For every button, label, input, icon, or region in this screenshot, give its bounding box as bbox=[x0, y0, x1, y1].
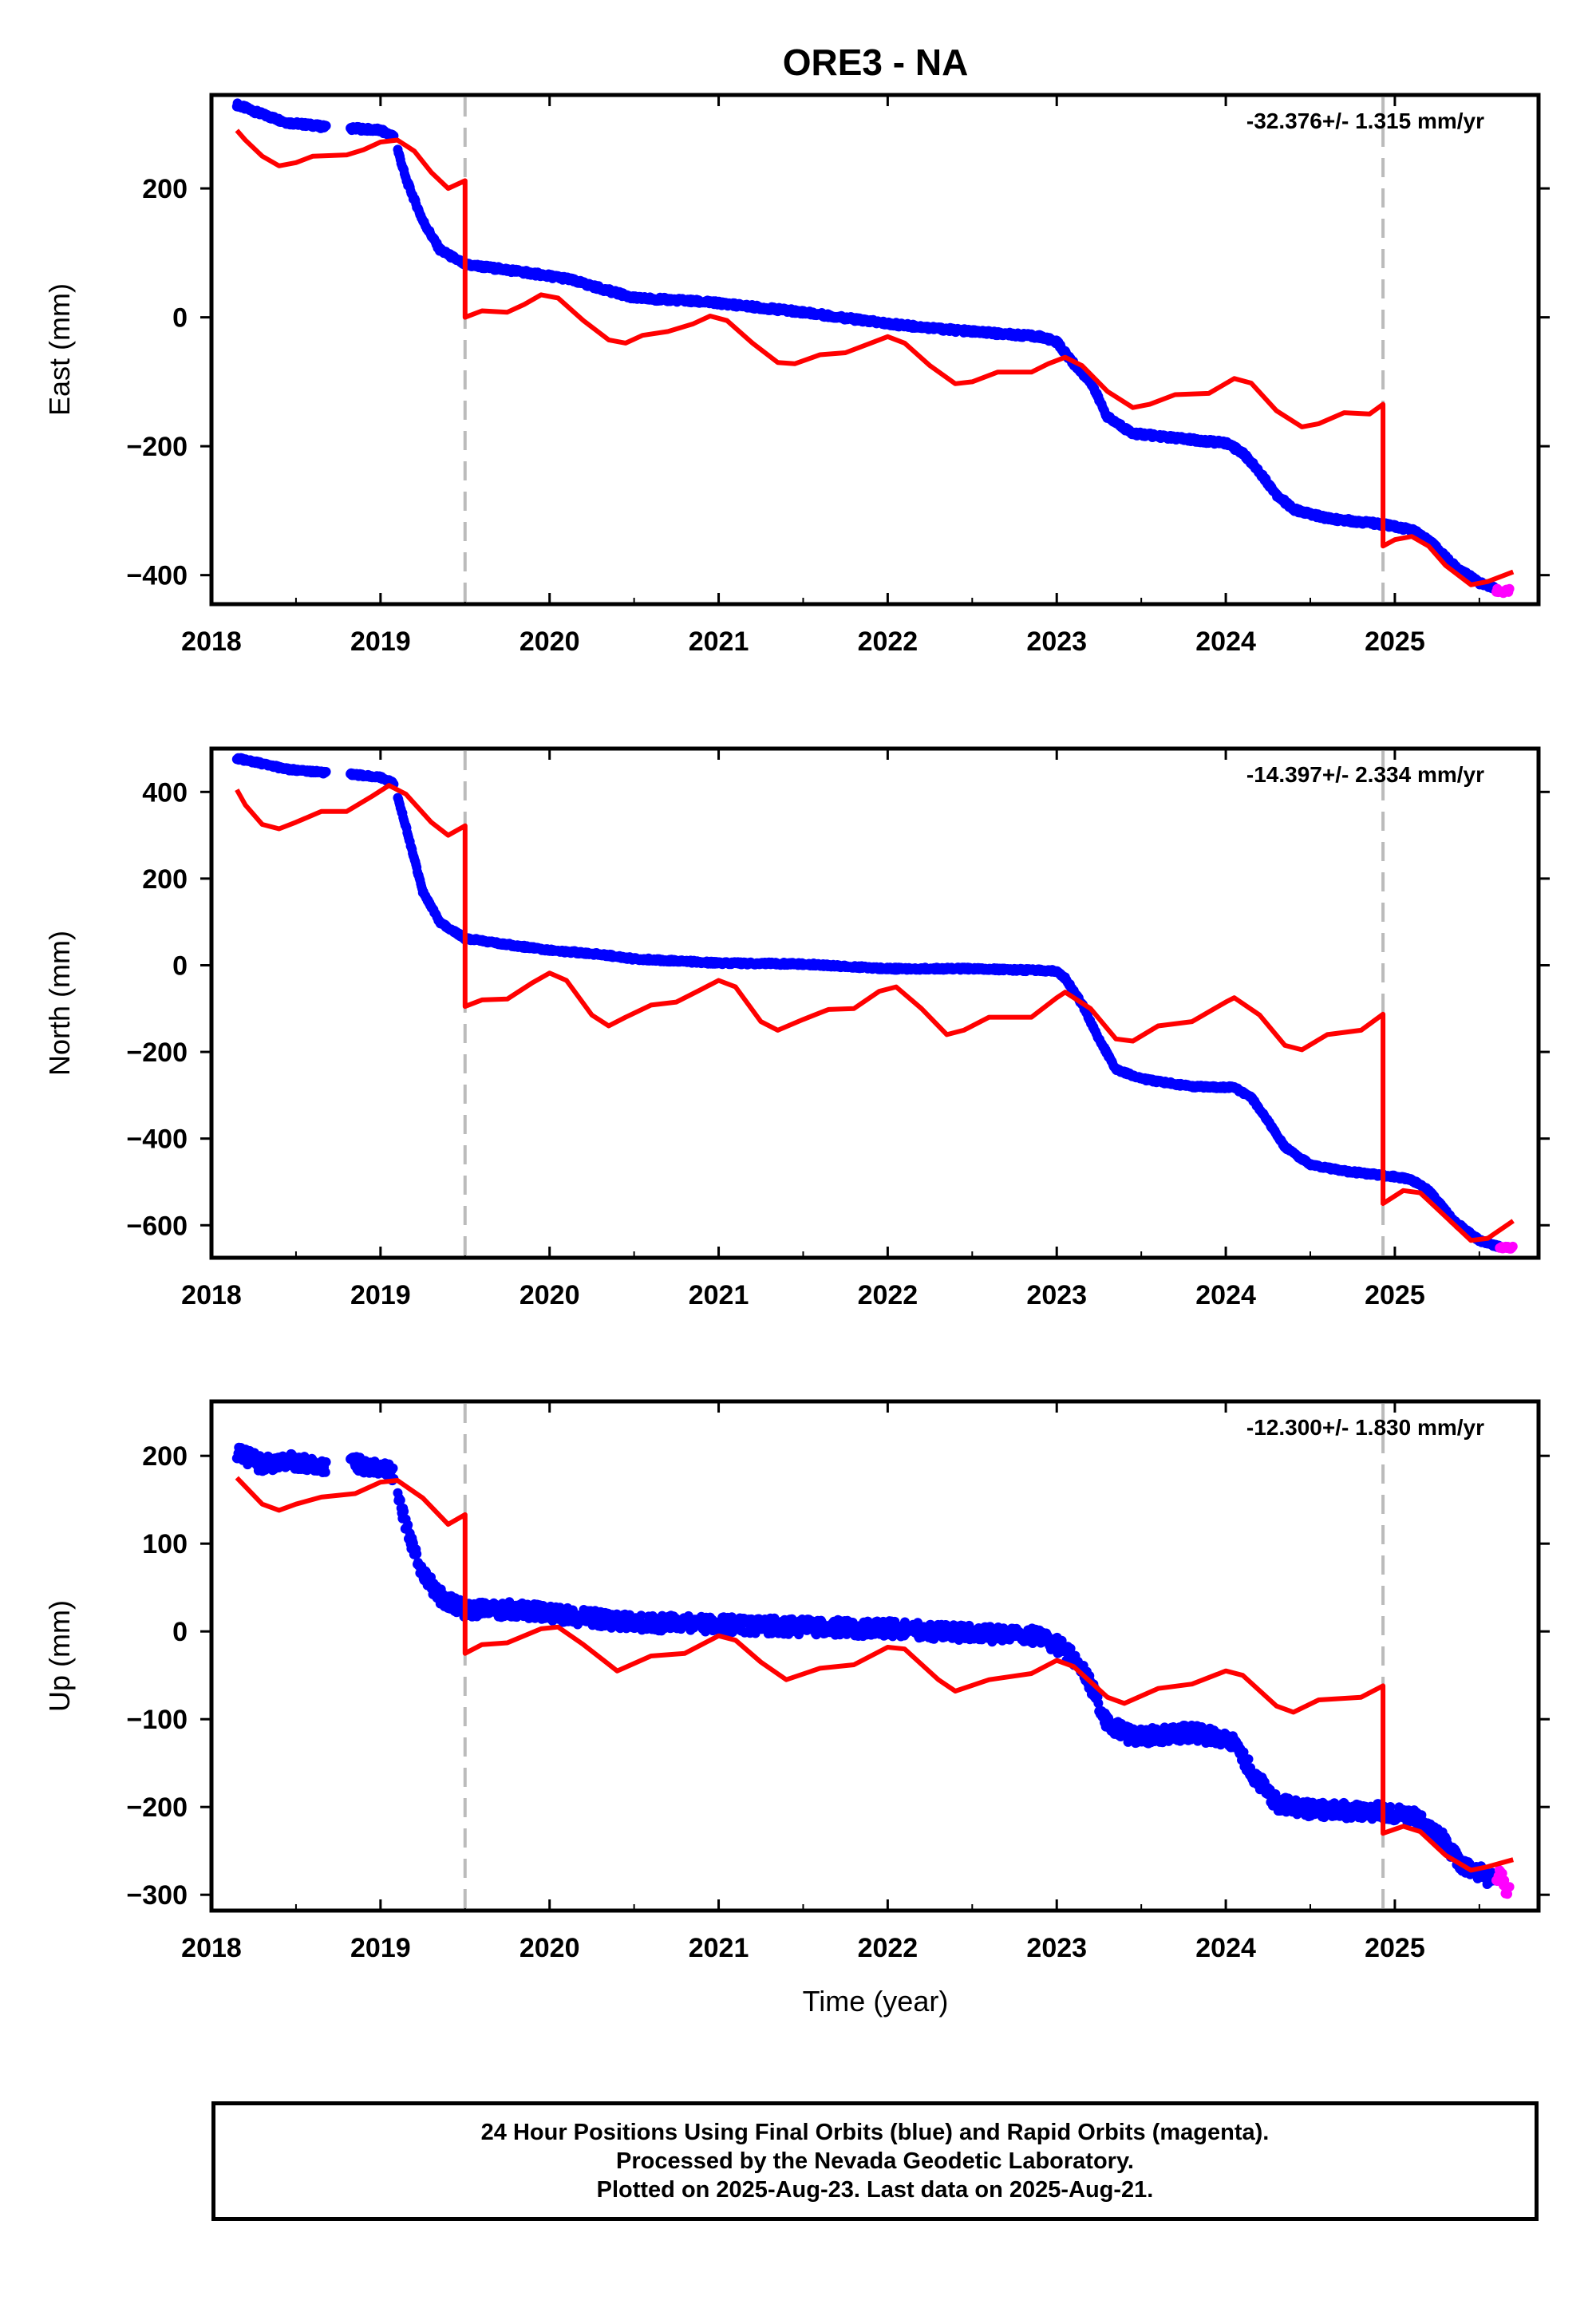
north-x-tick-label: 2020 bbox=[519, 1280, 580, 1310]
up-y-tick-label: −100 bbox=[126, 1705, 188, 1735]
north-x-tick-label: 2022 bbox=[858, 1280, 918, 1310]
east-rapid-point bbox=[1504, 583, 1515, 594]
north-final-orbits-series bbox=[231, 753, 1504, 1252]
north-y-tick-label: −600 bbox=[126, 1211, 188, 1241]
east-final-point bbox=[321, 121, 331, 131]
up-final-point bbox=[395, 1495, 405, 1505]
north-y-tick-label: −200 bbox=[126, 1037, 188, 1068]
up-final-point bbox=[412, 1549, 422, 1559]
north-x-tick-label: 2023 bbox=[1026, 1280, 1087, 1310]
up-y-tick-label: 100 bbox=[142, 1529, 188, 1559]
east-x-tick-label: 2019 bbox=[350, 626, 411, 657]
figure-title: ORE3 - NA bbox=[783, 41, 969, 83]
up-plot-frame bbox=[209, 1399, 1541, 1913]
east-y-tick-label: 200 bbox=[142, 174, 188, 204]
east-x-tick-label: 2025 bbox=[1365, 626, 1425, 657]
up-panel: 2018 2019 2020 2021 2022 2023 2024 2025 −300 −200… bbox=[43, 1399, 1550, 1963]
east-x-tick-label: 2020 bbox=[519, 626, 580, 657]
north-y-tick-label: 400 bbox=[142, 777, 188, 808]
north-rate-label: -14.397+/- 2.334 mm/yr bbox=[1246, 762, 1484, 787]
north-y-tick-label: 200 bbox=[142, 864, 188, 895]
up-x-tick-label: 2019 bbox=[350, 1933, 411, 1963]
east-rate-label: -32.376+/- 1.315 mm/yr bbox=[1246, 109, 1484, 133]
up-x-tick-label: 2022 bbox=[858, 1933, 918, 1963]
east-y-axis-label: East (mm) bbox=[43, 283, 76, 416]
north-panel: 2018 2019 2020 2021 2022 2023 2024 2025 −600 −400… bbox=[43, 746, 1550, 1310]
up-y-tick-label: −200 bbox=[126, 1792, 188, 1823]
east-x-tick-label: 2018 bbox=[181, 626, 242, 657]
up-x-tick-label: 2024 bbox=[1195, 1933, 1256, 1963]
north-x-tick-label: 2018 bbox=[181, 1280, 242, 1310]
east-plot-frame bbox=[209, 93, 1541, 607]
north-model-line bbox=[235, 783, 1515, 1243]
east-x-tick-label: 2024 bbox=[1195, 626, 1256, 657]
north-y-axis-label: North (mm) bbox=[43, 931, 76, 1076]
north-rapid-point bbox=[1507, 1241, 1518, 1251]
north-y-tick-label: −400 bbox=[126, 1124, 188, 1155]
up-final-point bbox=[636, 1611, 646, 1621]
up-y-tick-label: 0 bbox=[172, 1617, 188, 1647]
up-final-point bbox=[321, 1457, 331, 1467]
north-x-tick-label: 2024 bbox=[1195, 1280, 1256, 1310]
up-x-tick-label: 2018 bbox=[181, 1933, 242, 1963]
up-final-orbits-series bbox=[231, 1442, 1501, 1889]
up-y-tick-label: −300 bbox=[126, 1880, 188, 1911]
up-x-tick-label: 2025 bbox=[1365, 1933, 1425, 1963]
east-panel: 2018 2019 2020 2021 2022 2023 2024 2025 −400 −200… bbox=[43, 93, 1550, 657]
east-x-tick-label: 2021 bbox=[689, 626, 749, 657]
north-x-tick-label: 2025 bbox=[1365, 1280, 1425, 1310]
up-final-point bbox=[320, 1467, 330, 1477]
north-y-tick-label: 0 bbox=[172, 951, 188, 981]
east-plot-area bbox=[231, 98, 1515, 599]
up-x-tick-label: 2020 bbox=[519, 1933, 580, 1963]
up-y-axis-label: Up (mm) bbox=[43, 1600, 76, 1712]
up-plot-area bbox=[231, 1442, 1515, 1899]
east-y-tick-label: 0 bbox=[172, 303, 188, 334]
up-final-point bbox=[388, 1463, 398, 1473]
east-x-tick-label: 2023 bbox=[1026, 626, 1087, 657]
north-rapid-orbits-series bbox=[1495, 1241, 1518, 1254]
up-x-tick-label: 2021 bbox=[689, 1933, 749, 1963]
up-x-tick-label: 2023 bbox=[1026, 1933, 1087, 1963]
east-y-tick-label: −400 bbox=[126, 561, 188, 591]
east-x-tick-label: 2022 bbox=[858, 626, 918, 657]
east-rapid-orbits-series bbox=[1491, 583, 1515, 599]
north-plot-frame bbox=[209, 746, 1541, 1260]
up-final-point bbox=[399, 1506, 409, 1516]
north-plot-area bbox=[231, 753, 1518, 1254]
north-x-tick-label: 2021 bbox=[689, 1280, 749, 1310]
east-model-line bbox=[235, 128, 1515, 587]
up-final-point bbox=[403, 1520, 413, 1530]
north-x-tick-label: 2019 bbox=[350, 1280, 411, 1310]
north-final-point bbox=[321, 767, 331, 777]
up-y-tick-label: 200 bbox=[142, 1441, 188, 1472]
east-y-tick-label: −200 bbox=[126, 432, 188, 462]
